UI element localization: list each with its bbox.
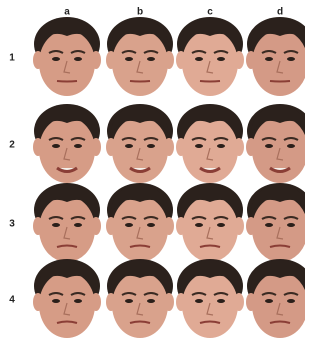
- row-label: 4: [9, 295, 15, 306]
- eye: [147, 57, 155, 61]
- face: [246, 104, 305, 183]
- face: [176, 104, 244, 183]
- eye: [217, 299, 225, 303]
- mouth: [57, 168, 77, 172]
- face: [246, 259, 305, 338]
- eye: [195, 299, 203, 303]
- column-label: b: [137, 7, 143, 18]
- mouth: [200, 168, 220, 172]
- eye: [125, 57, 133, 61]
- eye: [52, 299, 60, 303]
- eye: [52, 144, 60, 148]
- eye: [52, 223, 60, 227]
- face: [176, 17, 244, 96]
- eye: [74, 57, 82, 61]
- mouth: [130, 81, 150, 82]
- face: [106, 104, 174, 183]
- eye: [125, 144, 133, 148]
- face: [106, 259, 174, 338]
- face: [106, 17, 174, 96]
- eye: [147, 223, 155, 227]
- face: [106, 183, 174, 262]
- eye: [217, 223, 225, 227]
- eye: [287, 223, 295, 227]
- mouth: [130, 168, 150, 172]
- eye: [265, 223, 273, 227]
- face: [246, 183, 305, 262]
- mouth: [57, 81, 77, 82]
- eye: [217, 144, 225, 148]
- eye: [125, 223, 133, 227]
- row-label: 1: [9, 53, 15, 64]
- row-label: 2: [9, 140, 15, 151]
- face: [33, 259, 101, 338]
- eye: [287, 299, 295, 303]
- face-grid: a b c d 1 2 3 4: [0, 0, 305, 341]
- face: [33, 17, 101, 96]
- row-label: 3: [9, 219, 15, 230]
- mouth: [270, 81, 290, 82]
- column-label: a: [64, 7, 70, 18]
- face: [33, 183, 101, 262]
- column-label: d: [277, 7, 283, 18]
- eye: [74, 144, 82, 148]
- column-label: c: [207, 7, 213, 18]
- eye: [265, 299, 273, 303]
- face: [33, 104, 101, 183]
- eye: [74, 223, 82, 227]
- page: {"columns": ["a", "b", "c", "d"], "rows"…: [0, 0, 320, 341]
- eye: [195, 223, 203, 227]
- eye: [74, 299, 82, 303]
- eye: [147, 299, 155, 303]
- eye: [265, 144, 273, 148]
- eye: [147, 144, 155, 148]
- face: [176, 259, 244, 338]
- mouth: [200, 81, 220, 82]
- eye: [287, 144, 295, 148]
- eye: [265, 57, 273, 61]
- eye: [125, 299, 133, 303]
- face: [176, 183, 244, 262]
- eye: [195, 144, 203, 148]
- eye: [195, 57, 203, 61]
- eye: [52, 57, 60, 61]
- mouth: [270, 168, 290, 172]
- eye: [287, 57, 295, 61]
- face: [246, 17, 305, 96]
- eye: [217, 57, 225, 61]
